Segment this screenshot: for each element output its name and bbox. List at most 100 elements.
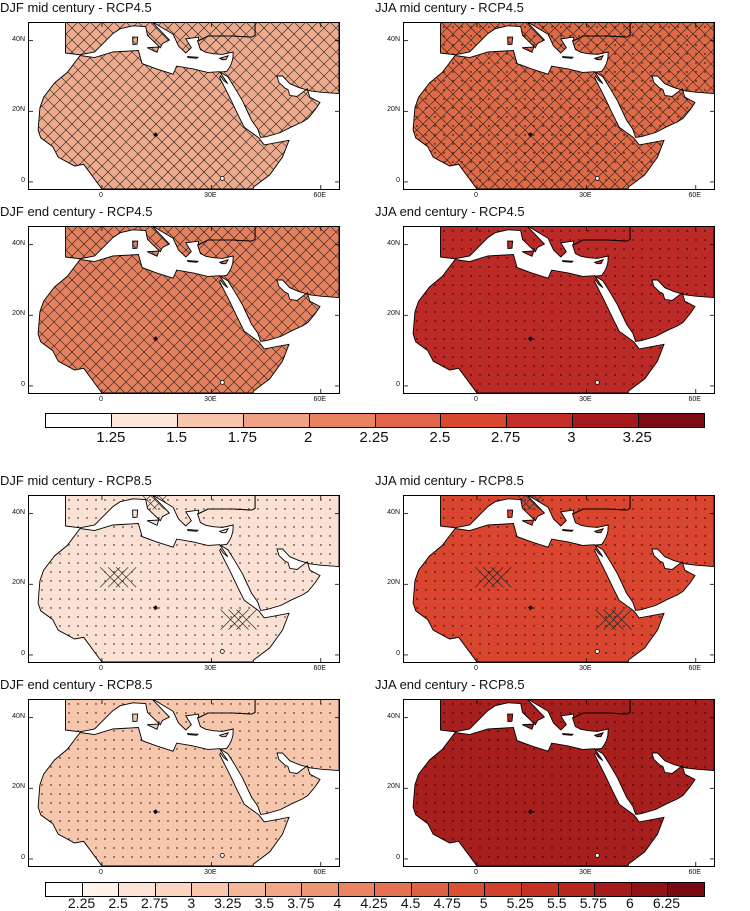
- colorbar-swatch: [46, 883, 83, 896]
- map-svg: [404, 700, 714, 866]
- panel-jja-mid-rcp45: JJA mid century - RCP4.5 0 20N 40N 0 30E 60E: [375, 0, 720, 200]
- coastline: [37, 496, 339, 662]
- lake-victoria: [219, 176, 225, 181]
- map-svg: [404, 496, 714, 662]
- colorbar-rcp85-labels: 2.25 2.5 2.75 3 3.25 3.5 3.75 4 4.25 4.5 4.75 5 5.25…: [45, 895, 705, 911]
- lake-victoria: [594, 176, 600, 181]
- lat-tick-label: 0: [396, 380, 400, 388]
- colorbar-swatch: [302, 883, 339, 896]
- lat-tick-label: 0: [396, 649, 400, 657]
- land-region: [507, 37, 513, 45]
- lon-tick-label: 60E: [688, 665, 701, 672]
- colorbar-label: 3: [567, 429, 576, 446]
- map-svg: [29, 496, 339, 662]
- land-region: [197, 700, 339, 815]
- lat-tick-label: 0: [396, 853, 400, 861]
- tick-marks: [404, 227, 714, 393]
- land-region: [572, 496, 714, 611]
- lon-tick-label: 0: [473, 665, 478, 672]
- sparse-hatch: [474, 496, 632, 630]
- panel-jja-end-rcp85: JJA end century - RCP8.5 0 20N 40N 0 30E 60E: [375, 677, 720, 877]
- land-region: [507, 241, 513, 249]
- lon-tick-label: 60E: [313, 192, 326, 199]
- lake-chad: [153, 605, 158, 611]
- map-svg: [29, 700, 339, 866]
- lake-chad: [528, 605, 533, 611]
- land-region: [65, 700, 256, 732]
- panel-title: DJF mid century - RCP4.5: [0, 0, 152, 15]
- map-frame: [28, 699, 340, 867]
- lake-victoria: [594, 853, 600, 858]
- lat-tick-label: 40N: [387, 508, 400, 516]
- land-region: [507, 714, 513, 722]
- colorbar-label: 1.75: [227, 429, 257, 446]
- land-field: [413, 496, 714, 662]
- land-region: [65, 23, 256, 55]
- colorbar-label: 6: [625, 895, 634, 911]
- colorbar-label: 4.75: [433, 895, 461, 911]
- land-region: [38, 523, 289, 662]
- map-frame: [403, 22, 715, 190]
- colorbar-swatch: [573, 414, 640, 427]
- lat-tick-label: 20N: [387, 783, 400, 791]
- lake-victoria: [219, 380, 225, 385]
- colorbar-swatch: [229, 883, 266, 896]
- lake-victoria: [219, 649, 225, 654]
- lon-tick-label: 0: [98, 192, 103, 199]
- land-region: [147, 520, 159, 526]
- colorbar-label: 1.5: [166, 429, 188, 446]
- map-frame: [28, 226, 340, 394]
- lake-victoria: [594, 380, 600, 385]
- land-region: [132, 714, 138, 722]
- colorbar-swatch: [243, 414, 310, 427]
- colorbar-swatch: [639, 414, 705, 427]
- lat-tick-label: 0: [21, 176, 25, 184]
- lat-tick-label: 0: [21, 649, 25, 657]
- map-frame: [28, 22, 340, 190]
- colorbar-swatch: [595, 883, 632, 896]
- land-region: [522, 520, 534, 526]
- lat-tick-label: 40N: [387, 712, 400, 720]
- lake-victoria: [594, 649, 600, 654]
- panel-title: JJA end century - RCP8.5: [375, 677, 525, 692]
- land-region: [413, 727, 664, 866]
- lat-tick-label: 0: [21, 853, 25, 861]
- panel-title: DJF end century - RCP4.5: [0, 204, 153, 219]
- colorbar-label: 3.25: [214, 895, 242, 911]
- lon-tick-label: 30E: [579, 396, 592, 403]
- panel-jja-mid-rcp85: JJA mid century - RCP8.5 0 20N 40N 0 30E 60E: [375, 473, 720, 673]
- colorbar-swatch: [265, 883, 303, 896]
- colorbar-label: 2.5: [108, 895, 128, 911]
- land-region: [132, 510, 138, 518]
- lat-tick-label: 20N: [387, 310, 400, 318]
- lon-tick-label: 60E: [688, 869, 701, 876]
- coastline: [412, 227, 714, 393]
- lake-chad: [528, 132, 533, 138]
- colorbar-swatch: [485, 883, 522, 896]
- colorbar-swatch: [668, 883, 704, 896]
- lake-chad: [153, 132, 158, 138]
- lake-chad: [528, 809, 533, 815]
- colorbar-label: 2.5: [429, 429, 451, 446]
- lon-tick-label: 30E: [204, 665, 217, 672]
- lon-tick-label: 30E: [204, 192, 217, 199]
- map-frame: [403, 699, 715, 867]
- colorbar-label: 5.25: [506, 895, 534, 911]
- land-region: [413, 254, 664, 393]
- lon-tick-label: 60E: [313, 869, 326, 876]
- land-region: [65, 227, 256, 259]
- panel-djf-mid-rcp85: DJF mid century - RCP8.5 0 20N 40N 0 30E 60E: [0, 473, 345, 673]
- lon-tick-label: 60E: [313, 665, 326, 672]
- colorbar-label: 2.25: [359, 429, 389, 446]
- map-svg: [29, 227, 339, 393]
- lat-tick-label: 40N: [12, 712, 25, 720]
- colorbar-label: 6.25: [652, 895, 681, 911]
- coastline: [412, 496, 714, 662]
- tick-marks: [404, 700, 714, 866]
- land-region: [38, 727, 289, 866]
- land-region: [572, 700, 714, 815]
- lat-tick-label: 40N: [12, 508, 25, 516]
- land-region: [132, 37, 138, 45]
- lon-tick-label: 0: [98, 869, 103, 876]
- lon-tick-label: 0: [473, 192, 478, 199]
